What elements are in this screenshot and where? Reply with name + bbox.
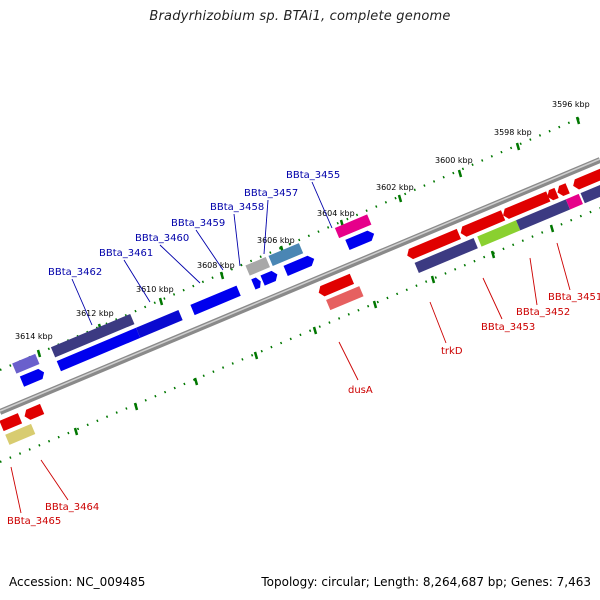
tick-label-3598: 3598 kbp	[494, 128, 532, 137]
gene-inner-red-4	[547, 187, 559, 201]
gene-outer-steel	[268, 243, 304, 267]
tick-label-3596: 3596 kbp	[552, 100, 590, 109]
backbone	[0, 157, 600, 415]
gene-3455	[334, 214, 372, 239]
gene-outer-gray	[245, 257, 270, 276]
gene-dusA	[326, 286, 364, 311]
gene-3452-purple	[516, 199, 571, 231]
gene-inner-red-2	[460, 210, 506, 237]
gene-trkD-inner	[407, 228, 461, 260]
gene-outer-purple-1	[50, 313, 135, 358]
tick-label-3602: 3602 kbp	[376, 183, 414, 192]
gene-inner-red-5	[557, 183, 570, 197]
tick-label-3610: 3610 kbp	[136, 285, 174, 294]
tick-label-3612: 3612 kbp	[76, 309, 114, 318]
gene-label-BBta_3462: BBta_3462	[48, 267, 102, 278]
major-ticks-bottom	[73, 224, 555, 436]
genome-title: Bradyrhizobium sp. BTAi1, complete genom…	[149, 9, 451, 24]
gene-label-BBta_3461: BBta_3461	[99, 248, 153, 259]
gene-3453	[477, 220, 521, 247]
gene-3452	[565, 193, 583, 210]
gene-3455b	[345, 230, 375, 251]
gene-labels-top: BBta_3455 BBta_3457 BBta_3458 BBta_3459 …	[48, 170, 340, 278]
leader-lines-bottom	[10, 242, 571, 514]
genes-reverse	[0, 159, 600, 445]
tick-labels: 3596 kbp 3598 kbp 3600 kbp 3602 kbp 3604…	[15, 100, 590, 341]
genes-forward	[12, 214, 375, 387]
accession-text: Accession: NC_009485	[9, 575, 146, 589]
gene-dusA-inner	[318, 273, 355, 297]
gene-labels-bottom: BBta_3451 BBta_3452 BBta_3453 trkD dusA …	[7, 292, 600, 527]
gene-left-blue	[19, 368, 45, 387]
gene-3464	[24, 403, 45, 420]
gene-label-BBta_3455: BBta_3455	[286, 170, 340, 181]
gene-inner-red-6	[573, 159, 600, 190]
scale-line-top	[0, 116, 581, 372]
gene-label-BBta_3458: BBta_3458	[210, 202, 264, 213]
tick-label-3604: 3604 kbp	[317, 209, 355, 218]
tick-label-3614: 3614 kbp	[15, 332, 53, 341]
leader-lines-top	[71, 181, 333, 326]
gene-label-BBta_3465: BBta_3465	[7, 516, 61, 527]
gene-label-BBta_3460: BBta_3460	[135, 233, 189, 244]
gene-label-BBta_3453: BBta_3453	[481, 322, 535, 333]
scale-line-bottom	[0, 206, 600, 464]
gene-3460	[190, 285, 241, 316]
gene-trkD	[414, 238, 478, 273]
gene-3465-inner	[0, 413, 23, 432]
gene-3462	[56, 327, 141, 372]
gene-3451	[580, 173, 600, 204]
gene-label-BBta_3457: BBta_3457	[244, 188, 298, 199]
gene-outer-purple-small	[12, 353, 40, 374]
gene-inner-red-3	[503, 191, 551, 219]
gene-label-dusA: dusA	[348, 385, 373, 396]
gene-label-BBta_3451: BBta_3451	[548, 292, 600, 303]
genome-summary-text: Topology: circular; Length: 8,264,687 bp…	[261, 575, 591, 589]
tick-label-3606: 3606 kbp	[257, 236, 295, 245]
gene-3459	[251, 277, 261, 290]
tick-label-3608: 3608 kbp	[197, 261, 235, 270]
gene-3457	[283, 255, 315, 276]
gene-3465	[5, 423, 36, 445]
gene-label-BBta_3459: BBta_3459	[171, 218, 225, 229]
gene-label-BBta_3464: BBta_3464	[45, 502, 99, 513]
tick-label-3600: 3600 kbp	[435, 156, 473, 165]
gene-label-trkD: trkD	[441, 346, 463, 357]
gene-3461	[135, 309, 183, 338]
gene-label-BBta_3452: BBta_3452	[516, 307, 570, 318]
gene-3458	[260, 270, 278, 286]
